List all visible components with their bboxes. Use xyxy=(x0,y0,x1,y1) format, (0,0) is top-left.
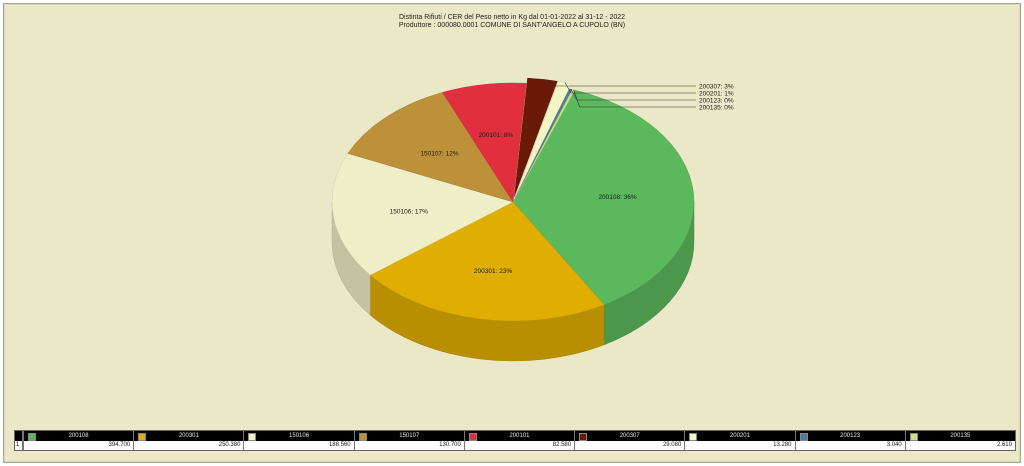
legend-swatch xyxy=(358,433,367,441)
legend-swatch xyxy=(138,433,147,441)
legend-label: 150106 xyxy=(289,433,310,439)
table-cell-value: 130.700 xyxy=(353,441,464,450)
table-row: 1 394.700 250.380 188.560 130.700 82.580 29.0… xyxy=(15,441,1015,450)
leader-line-200307 xyxy=(542,79,696,87)
table-cell-value: 13.280 xyxy=(684,441,794,450)
slice-label-200101: 200101: 8% xyxy=(479,132,514,139)
legend-swatch xyxy=(909,433,918,441)
table-cell-value: 188.560 xyxy=(243,441,353,450)
slice-label-150106: 150106: 17% xyxy=(390,208,429,215)
table-cell-value: 3.040 xyxy=(794,441,905,450)
legend-swatch xyxy=(248,433,257,441)
slice-label-200135: 200135: 0% xyxy=(699,105,734,112)
slice-label-200301: 200301: 23% xyxy=(474,268,513,275)
leader-line-200201 xyxy=(564,82,696,94)
legend-label: 200108 xyxy=(68,433,89,439)
leader-line-200135 xyxy=(573,89,696,108)
legend-label: 200135 xyxy=(950,433,971,439)
data-table: 200108 200301 150106 150107 200101 200307 2002… xyxy=(14,430,1016,451)
table-cell-value: 2.610 xyxy=(904,441,1015,450)
legend-label: 200201 xyxy=(729,433,750,439)
chart-subtitle: Produttore : 000080.0001 COMUNE DI SANT'… xyxy=(398,22,626,29)
table-cell-value: 29.080 xyxy=(574,441,684,450)
table-cell-value: 394.700 xyxy=(23,441,133,450)
slice-label-150107: 150107: 12% xyxy=(420,151,459,158)
table-header-200307: 200307 xyxy=(574,431,684,441)
legend-label: 200123 xyxy=(840,433,861,439)
table-header-200201: 200201 xyxy=(684,431,794,441)
leader-line-200123 xyxy=(570,89,696,101)
table-header-200108: 200108 xyxy=(23,431,133,441)
row-index-header xyxy=(15,431,23,441)
pie-slice-150106 xyxy=(331,153,514,276)
table-header-200123: 200123 xyxy=(794,431,905,441)
table-cell-value: 250.380 xyxy=(133,441,243,450)
legend-swatch xyxy=(468,433,477,441)
pie-slice-150107 xyxy=(347,92,514,203)
legend-swatch xyxy=(799,433,808,441)
slice-label-200201: 200201: 1% xyxy=(699,91,734,98)
legend-label: 200101 xyxy=(509,433,530,439)
row-index: 1 xyxy=(15,441,23,450)
pie-slice-200101 xyxy=(442,82,527,203)
legend-label: 200307 xyxy=(619,433,640,439)
table-header-150107: 150107 xyxy=(353,431,464,441)
slice-label-200123: 200123: 0% xyxy=(699,98,734,105)
table-header-200101: 200101 xyxy=(463,431,574,441)
table-cell-value: 82.580 xyxy=(463,441,574,450)
table-header-200301: 200301 xyxy=(133,431,243,441)
slice-label-200108: 200108: 36% xyxy=(598,194,637,201)
table-header-200135: 200135 xyxy=(904,431,1015,441)
table-header-row: 200108 200301 150106 150107 200101 200307 2002… xyxy=(15,431,1015,441)
legend-label: 150107 xyxy=(399,433,420,439)
legend-swatch xyxy=(28,433,36,441)
chart-title: Distinta Rifiuti / CER del Peso netto in… xyxy=(398,14,626,21)
pie-slice-200301 xyxy=(369,201,605,322)
slice-label-200307: 200307: 3% xyxy=(699,84,734,91)
legend-label: 200301 xyxy=(178,433,199,439)
legend-swatch xyxy=(579,433,588,441)
table-header-150106: 150106 xyxy=(243,431,353,441)
legend-swatch xyxy=(689,433,698,441)
